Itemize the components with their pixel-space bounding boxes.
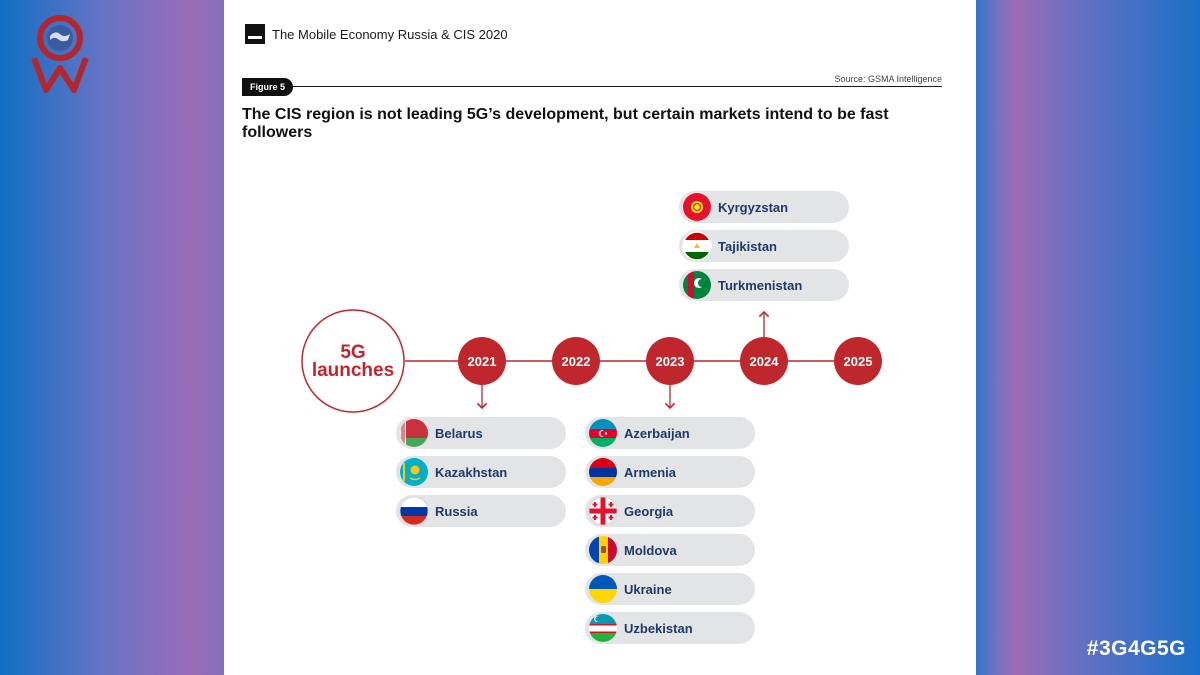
kazakhstan-flag-icon bbox=[400, 458, 428, 486]
launch-start-circle: 5G launches bbox=[301, 309, 405, 413]
russia-flag-icon bbox=[399, 496, 429, 526]
channel-hashtag: #3G4G5G bbox=[1086, 637, 1186, 660]
country-label: Russia bbox=[435, 504, 478, 519]
country-label: Uzbekistan bbox=[624, 621, 693, 636]
gsma-logo-icon bbox=[245, 24, 265, 44]
belarus-flag-icon bbox=[400, 419, 428, 447]
figure-headline: The CIS region is not leading 5G’s devel… bbox=[242, 106, 889, 141]
country-label: Tajikistan bbox=[718, 239, 777, 254]
year-node-2025: 2025 bbox=[834, 337, 882, 385]
azerbaijan-flag-icon bbox=[589, 419, 617, 447]
tajikistan-flag-icon bbox=[682, 231, 712, 261]
country-label: Ukraine bbox=[624, 582, 672, 597]
country-pill-kyrgyzstan: Kyrgyzstan bbox=[679, 191, 849, 223]
ukraine-flag-icon bbox=[589, 575, 617, 603]
country-label: Belarus bbox=[435, 426, 483, 441]
year-label: 2024 bbox=[750, 354, 780, 369]
launch-label-line2: launches bbox=[312, 360, 394, 381]
country-label: Turkmenistan bbox=[718, 278, 802, 293]
figure-divider bbox=[242, 86, 942, 87]
channel-logo-icon bbox=[31, 15, 89, 93]
turkmenistan-flag-icon bbox=[683, 271, 711, 299]
year-label: 2021 bbox=[468, 354, 497, 369]
year-label: 2022 bbox=[562, 354, 591, 369]
background-right-panel bbox=[976, 0, 1200, 675]
country-label: Kyrgyzstan bbox=[718, 200, 788, 215]
country-pill-ukraine: Ukraine bbox=[585, 573, 755, 605]
country-label: Kazakhstan bbox=[435, 465, 507, 480]
country-label: Azerbaijan bbox=[624, 426, 690, 441]
country-pill-tajikistan: Tajikistan bbox=[679, 230, 849, 262]
country-label: Armenia bbox=[624, 465, 677, 480]
moldova-flag-icon bbox=[589, 536, 617, 564]
year-label: 2023 bbox=[656, 354, 685, 369]
country-label: Moldova bbox=[624, 543, 677, 558]
uzbekistan-flag-icon bbox=[589, 614, 617, 642]
report-page: The Mobile Economy Russia & CIS 2020 Fig… bbox=[224, 0, 976, 675]
figure-tag: Figure 5 bbox=[242, 78, 294, 96]
country-pill-belarus: Belarus bbox=[396, 417, 566, 449]
country-pill-turkmenistan: Turkmenistan bbox=[679, 269, 849, 301]
timeline-diagram: 5G launches 2021 2022 2023 2024 2025 bbox=[301, 191, 882, 644]
year-node-2023: 2023 bbox=[646, 337, 694, 385]
year-node-2022: 2022 bbox=[552, 337, 600, 385]
figure-source: Source: GSMA Intelligence bbox=[834, 74, 942, 84]
country-pill-moldova: Moldova bbox=[585, 534, 755, 566]
launch-label-line1: 5G bbox=[340, 342, 365, 363]
year-node-2021: 2021 bbox=[458, 337, 506, 385]
year-node-2024: 2024 bbox=[740, 337, 788, 385]
country-pill-armenia: Armenia bbox=[585, 456, 755, 488]
country-pill-kazakhstan: Kazakhstan bbox=[396, 456, 566, 488]
country-pill-georgia: Georgia bbox=[585, 495, 755, 527]
country-pill-uzbekistan: Uzbekistan bbox=[585, 612, 755, 644]
year-label: 2025 bbox=[844, 354, 873, 369]
report-title: The Mobile Economy Russia & CIS 2020 bbox=[272, 27, 508, 42]
kyrgyzstan-flag-icon bbox=[683, 193, 711, 221]
armenia-flag-icon bbox=[589, 458, 617, 486]
georgia-flag-icon bbox=[588, 496, 618, 526]
country-pill-azerbaijan: Azerbaijan bbox=[585, 417, 755, 449]
country-pill-russia: Russia bbox=[396, 495, 566, 527]
country-label: Georgia bbox=[624, 504, 674, 519]
